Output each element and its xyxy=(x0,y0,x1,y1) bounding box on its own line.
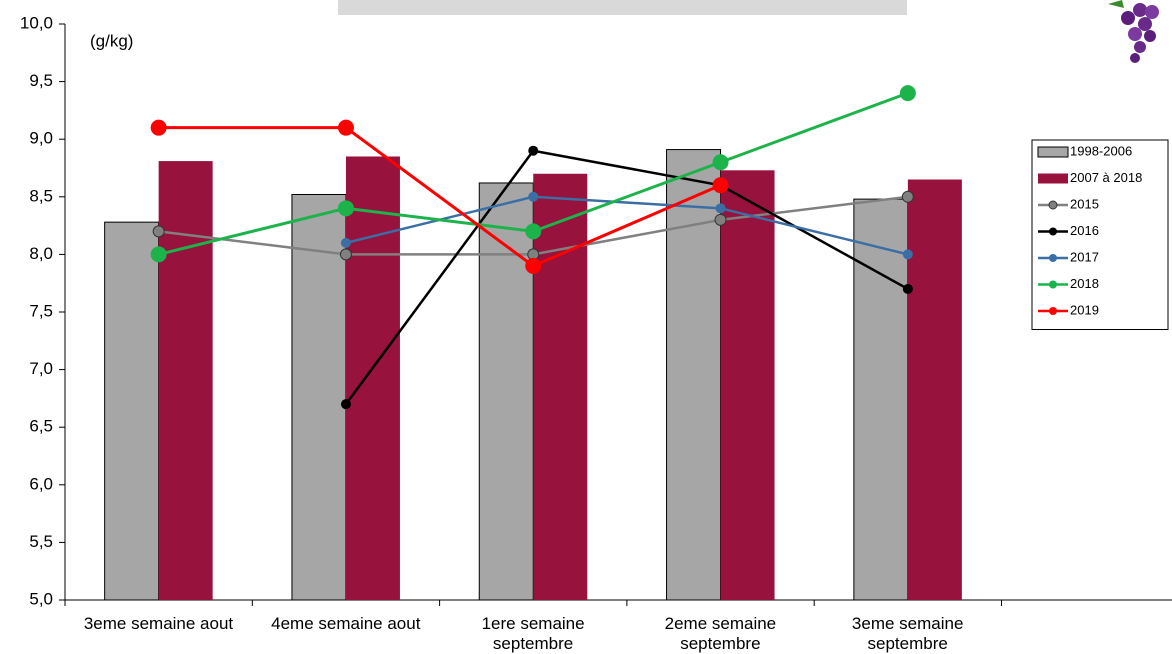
legend-swatch xyxy=(1037,146,1069,158)
unit-annotation: (g/kg) xyxy=(90,31,133,50)
bar xyxy=(104,221,160,601)
bar xyxy=(853,198,909,601)
point xyxy=(528,191,539,202)
x-tick-label: 1ere semaine septembre xyxy=(481,614,585,653)
y-tick-label: 9,5 xyxy=(29,71,53,90)
y-tick-label: 9,0 xyxy=(29,129,53,148)
legend-marker xyxy=(1049,227,1057,236)
point xyxy=(528,145,539,156)
point xyxy=(337,119,354,136)
point xyxy=(901,190,914,203)
legend-label: 2015 xyxy=(1070,196,1099,211)
legend-swatch xyxy=(1038,173,1068,184)
point xyxy=(150,246,167,263)
point xyxy=(152,225,165,238)
point xyxy=(712,177,729,194)
title-box xyxy=(338,0,907,15)
x-tick-label: 3eme semaine septembre xyxy=(851,614,964,653)
point xyxy=(899,85,916,102)
x-tick-label: 4eme semaine aout xyxy=(271,614,421,633)
y-tick-label: 7,5 xyxy=(29,301,53,320)
bar xyxy=(345,156,400,601)
point xyxy=(715,203,726,214)
legend-label: 2016 xyxy=(1070,223,1099,238)
legend-marker xyxy=(1049,254,1057,262)
y-tick-label: 8,0 xyxy=(29,244,53,263)
point xyxy=(714,213,727,226)
point xyxy=(902,249,913,260)
grape-icon xyxy=(1108,0,1159,63)
point xyxy=(712,154,729,171)
point xyxy=(340,399,351,410)
point xyxy=(150,119,167,136)
x-tick-label: 2eme semaine septembre xyxy=(664,614,777,653)
bar xyxy=(666,149,722,601)
series-line xyxy=(344,149,909,405)
y-tick-label: 10,0 xyxy=(20,13,53,32)
bar xyxy=(291,193,347,601)
series-line xyxy=(158,126,722,268)
bar xyxy=(907,179,962,600)
y-tick-label: 5,0 xyxy=(29,589,53,608)
y-tick-label: 8,5 xyxy=(29,186,53,205)
bar xyxy=(478,182,534,601)
legend-marker xyxy=(1049,307,1057,315)
bar xyxy=(533,173,588,600)
bar xyxy=(158,161,213,600)
legend-label: 2018 xyxy=(1070,276,1099,291)
y-tick-label: 6,5 xyxy=(29,417,53,436)
point xyxy=(339,248,352,261)
x-tick-label: 3eme semaine aout xyxy=(83,614,234,633)
point xyxy=(337,200,354,217)
legend-label: 2019 xyxy=(1070,302,1099,317)
legend-marker xyxy=(1048,200,1058,210)
legend-label: 1998-2006 xyxy=(1070,143,1132,158)
point xyxy=(525,223,542,240)
legend-label: 2017 xyxy=(1070,249,1099,264)
bar xyxy=(720,170,775,600)
legend-marker xyxy=(1049,280,1057,289)
y-tick-label: 6,0 xyxy=(29,474,53,493)
point xyxy=(340,237,351,248)
y-tick-label: 5,5 xyxy=(29,532,53,551)
point xyxy=(525,257,542,274)
point xyxy=(902,283,913,294)
legend-label: 2007 à 2018 xyxy=(1070,170,1142,185)
y-tick-label: 7,0 xyxy=(29,359,53,378)
